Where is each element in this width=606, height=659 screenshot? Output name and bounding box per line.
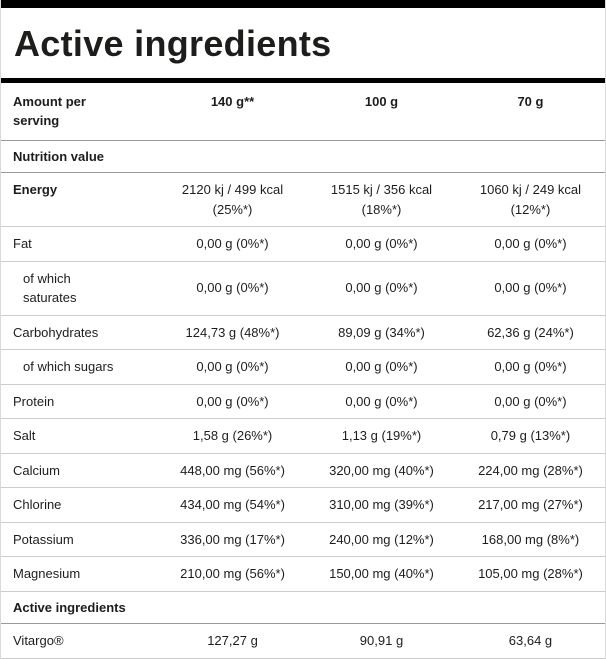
row-value: 320,00 mg (40%*) <box>329 462 434 478</box>
row-label: Chlorine <box>13 497 62 513</box>
row-value: 0,00 g (0%*) <box>196 280 269 296</box>
row-value: 0,00 g (0%*) <box>196 236 269 252</box>
row-value: 0,00 g (0%*) <box>196 393 269 409</box>
row-value: 434,00 mg (54%*) <box>180 497 285 513</box>
row-value: 63,64 g <box>508 633 553 649</box>
row-value: 448,00 mg (56%*) <box>180 462 285 478</box>
row-label: Carbohydrates <box>13 324 99 340</box>
ingredients-table: Amount per serving 140 g** 100 g 70 g Nu… <box>1 83 605 659</box>
row-value: 90,91 g <box>359 633 404 649</box>
section-title: Nutrition value <box>13 148 105 164</box>
row-label: Potassium <box>13 531 74 547</box>
table-row: Magnesium 210,00 mg (56%*) 150,00 mg (40%*… <box>1 557 605 592</box>
row-value: 240,00 mg (12%*) <box>329 531 434 547</box>
row-label: of which sugars <box>23 359 114 375</box>
row-value: 62,36 g (24%*) <box>487 324 574 340</box>
table-row: of which sugars 0,00 g (0%*) 0,00 g (0%*) 0… <box>1 350 605 385</box>
row-label: Salt <box>13 428 36 444</box>
section-title: Active ingredients <box>13 599 126 615</box>
table-row: Energy 2120 kj / 499 kcal (25%*) 1515 kj /… <box>1 173 605 228</box>
row-value: 0,00 g (0%*) <box>494 280 567 296</box>
row-value: 0,00 g (0%*) <box>494 236 567 252</box>
header-col-140g: 140 g** <box>210 93 255 109</box>
row-value: 2120 kj / 499 kcal (25%*) <box>181 182 284 217</box>
row-label: Fat <box>13 236 32 252</box>
row-label: of which saturates <box>23 270 77 306</box>
table-row: of which saturates 0,00 g (0%*) 0,00 g (0%… <box>1 262 605 316</box>
row-value: 89,09 g (34%*) <box>338 324 425 340</box>
row-value: 217,00 mg (27%*) <box>478 497 583 513</box>
section-header-row: Active ingredients <box>1 592 605 625</box>
row-label: Energy <box>13 182 58 198</box>
table-header-row: Amount per serving 140 g** 100 g 70 g <box>1 83 605 141</box>
row-value: 210,00 mg (56%*) <box>180 566 285 582</box>
row-label: Calcium <box>13 462 60 478</box>
table-row: Potassium 336,00 mg (17%*) 240,00 mg (12%*… <box>1 523 605 558</box>
row-value: 0,00 g (0%*) <box>345 393 418 409</box>
row-value: 0,79 g (13%*) <box>490 428 571 444</box>
row-value: 1060 kj / 249 kcal (12%*) <box>479 182 582 217</box>
table-row: Salt 1,58 g (26%*) 1,13 g (19%*) 0,79 g (13… <box>1 419 605 454</box>
header-col-70g: 70 g <box>517 93 544 109</box>
row-value: 105,00 mg (28%*) <box>478 566 583 582</box>
row-value: 0,00 g (0%*) <box>345 280 418 296</box>
row-label: Magnesium <box>13 566 81 582</box>
row-value: 336,00 mg (17%*) <box>180 531 285 547</box>
row-value: 1,13 g (19%*) <box>341 428 422 444</box>
table-row: Fat 0,00 g (0%*) 0,00 g (0%*) 0,00 g (0%*) <box>1 227 605 262</box>
row-value: 310,00 mg (39%*) <box>329 497 434 513</box>
section-header-row: Nutrition value <box>1 141 605 174</box>
row-value: 0,00 g (0%*) <box>345 359 418 375</box>
header-amount-per-serving: Amount per serving <box>13 93 86 129</box>
row-value: 150,00 mg (40%*) <box>329 566 434 582</box>
row-value: 1515 kj / 356 kcal (18%*) <box>330 182 433 217</box>
row-value: 168,00 mg (8%*) <box>481 531 580 547</box>
row-label: Protein <box>13 393 55 409</box>
table-row: Carbohydrates 124,73 g (48%*) 89,09 g (34%… <box>1 316 605 351</box>
row-value: 0,00 g (0%*) <box>494 393 567 409</box>
table-row: Chlorine 434,00 mg (54%*) 310,00 mg (39%*)… <box>1 488 605 523</box>
row-value: 0,00 g (0%*) <box>345 236 418 252</box>
header-col-100g: 100 g <box>364 93 399 109</box>
row-value: 0,00 g (0%*) <box>196 359 269 375</box>
row-value: 127,27 g <box>207 633 258 649</box>
table-row: Vitargo® 127,27 g 90,91 g 63,64 g <box>1 624 605 659</box>
row-value: 0,00 g (0%*) <box>494 359 567 375</box>
table-body: Nutrition value Energy 2120 kj / 499 kcal … <box>1 141 605 659</box>
table-row: Protein 0,00 g (0%*) 0,00 g (0%*) 0,00 g (0… <box>1 385 605 420</box>
row-label: Vitargo® <box>13 633 64 649</box>
page-title: Active ingredients <box>14 23 332 64</box>
title-block: Active ingredients <box>1 0 605 83</box>
table-row: Calcium 448,00 mg (56%*) 320,00 mg (40%*) 2… <box>1 454 605 489</box>
row-value: 124,73 g (48%*) <box>185 324 280 340</box>
row-value: 1,58 g (26%*) <box>192 428 273 444</box>
row-value: 224,00 mg (28%*) <box>478 462 583 478</box>
